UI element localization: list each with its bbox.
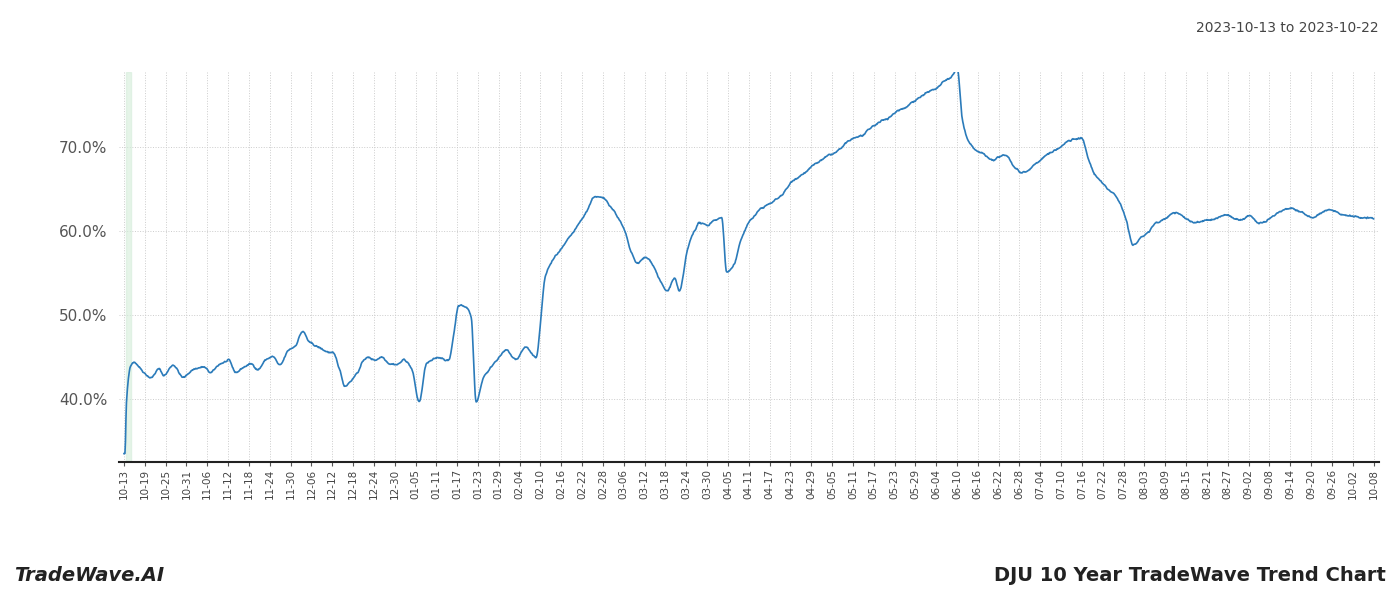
Text: 2023-10-13 to 2023-10-22: 2023-10-13 to 2023-10-22 (1197, 21, 1379, 35)
Bar (126, 72, 132, 462)
Text: DJU 10 Year TradeWave Trend Chart: DJU 10 Year TradeWave Trend Chart (994, 566, 1386, 585)
Text: TradeWave.AI: TradeWave.AI (14, 566, 164, 585)
